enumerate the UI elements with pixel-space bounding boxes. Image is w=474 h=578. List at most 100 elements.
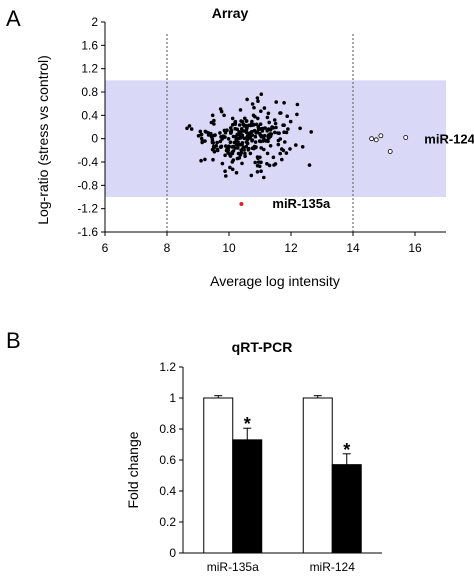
data-point [234, 170, 239, 175]
data-point [265, 161, 269, 166]
data-point [198, 129, 203, 134]
y-tick-label: -0.4 [77, 155, 98, 169]
data-point [219, 109, 224, 114]
data-point [224, 144, 228, 148]
y-tick-label: 0.8 [159, 422, 176, 436]
data-point [261, 126, 265, 131]
data-point [248, 132, 253, 136]
data-point [256, 125, 261, 129]
scatter-y-axis-label: Log-ratio (stress vs control) [35, 55, 51, 225]
data-point [271, 155, 276, 160]
data-point [223, 153, 227, 158]
data-point [252, 146, 256, 151]
x-tick-label: 16 [408, 241, 422, 255]
panel-b-letter: B [6, 328, 21, 353]
panel-a-letter: A [6, 6, 21, 31]
data-point [295, 112, 299, 117]
data-point [245, 125, 249, 130]
data-point [282, 130, 286, 134]
data-point [295, 102, 300, 107]
data-point [243, 116, 247, 121]
data-point [263, 133, 267, 138]
data-point [245, 97, 249, 102]
data-point [204, 130, 208, 134]
data-point [203, 157, 207, 162]
data-point [251, 123, 256, 127]
y-tick-label: 0.8 [81, 85, 98, 99]
data-point [267, 163, 272, 168]
data-point [256, 99, 260, 103]
data-point [259, 146, 264, 150]
data-point [258, 131, 262, 136]
data-point [253, 114, 257, 119]
data-point [278, 151, 283, 156]
data-point [228, 165, 232, 170]
data-point [245, 136, 250, 141]
category-label: miR-124 [310, 560, 356, 574]
annotation-label: miR-135a [272, 196, 331, 211]
data-point [267, 120, 272, 125]
data-point [256, 160, 261, 164]
data-point [185, 126, 189, 131]
data-point [199, 132, 204, 137]
data-point [241, 122, 246, 127]
data-point [222, 113, 226, 118]
scatter-plot: 2 1.6 1.2 0.8 0.4 0 -0.4 -0.8 -1.2 -1.6 6 8 10 12 14 16… [77, 15, 474, 255]
data-point [250, 102, 255, 106]
data-point [236, 146, 240, 150]
data-point [233, 122, 238, 126]
x-tick-label: 14 [346, 241, 360, 255]
scatter-x-axis-label: Average log intensity [210, 273, 340, 289]
data-point [281, 148, 286, 153]
data-point [266, 111, 271, 116]
data-point [253, 134, 258, 139]
data-point [187, 124, 192, 128]
data-point [230, 150, 235, 154]
data-point [225, 147, 229, 151]
data-point [257, 139, 262, 143]
category-label: miR-135a [207, 560, 259, 574]
data-point [230, 160, 235, 164]
bar-title: qRT-PCR [232, 339, 293, 355]
data-point [234, 134, 238, 139]
data-point [286, 127, 290, 131]
data-point [258, 164, 262, 169]
data-point [247, 123, 251, 128]
data-point [230, 167, 235, 172]
y-tick-label: 2 [91, 15, 98, 29]
data-point [240, 142, 244, 147]
data-point [220, 161, 225, 166]
data-point [250, 138, 255, 142]
data-point [256, 156, 260, 160]
data-point [272, 118, 277, 122]
data-point [244, 119, 249, 123]
data-point [274, 100, 279, 104]
data-point [244, 130, 249, 135]
y-tick-label: 1.2 [81, 62, 98, 76]
data-point [226, 137, 231, 141]
data-point [239, 151, 244, 155]
data-point [223, 169, 227, 173]
data-point [300, 145, 305, 149]
data-point [212, 133, 216, 138]
data-point [218, 145, 223, 149]
x-tick-label: 12 [284, 241, 298, 255]
data-point [231, 144, 236, 149]
data-point [261, 139, 265, 143]
shaded-band [105, 80, 446, 197]
data-point [241, 129, 246, 133]
data-point [253, 140, 258, 144]
data-point [229, 129, 233, 134]
data-point [259, 109, 263, 113]
data-point [248, 151, 253, 156]
data-point [240, 133, 245, 138]
data-point [274, 125, 278, 130]
data-point [243, 154, 247, 158]
data-point [258, 122, 263, 126]
data-point [214, 144, 218, 148]
data-point [232, 140, 237, 145]
data-point [265, 151, 270, 156]
bar [331, 464, 362, 554]
data-point [288, 119, 293, 124]
data-point [238, 108, 243, 112]
